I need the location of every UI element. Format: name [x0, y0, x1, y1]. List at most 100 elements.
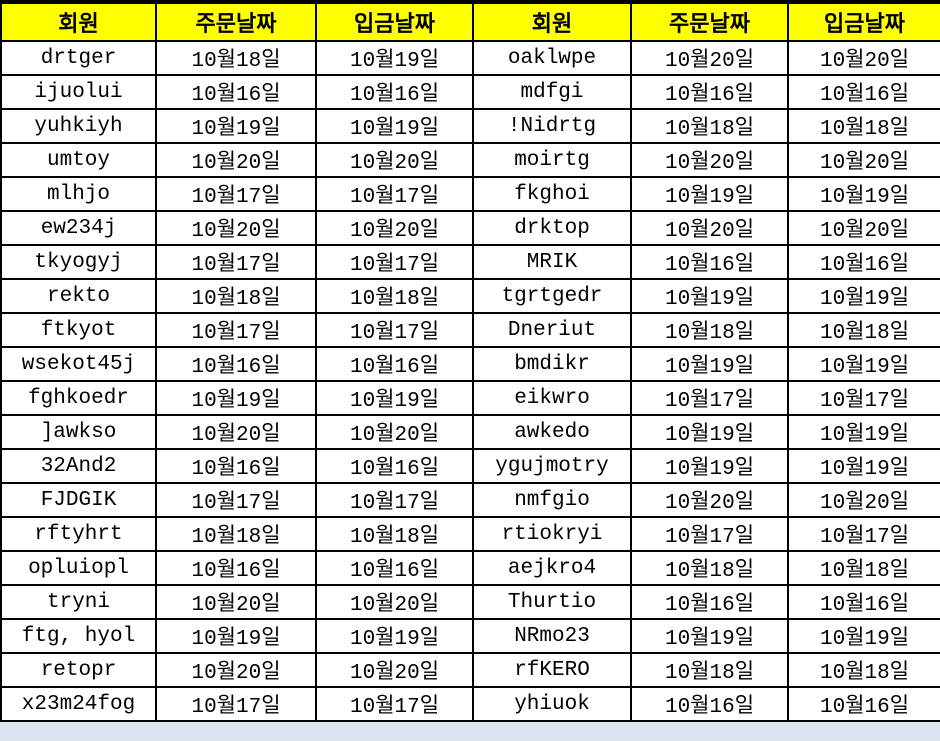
order-date-cell: 10월17일: [155, 686, 317, 722]
order-date-cell: 10월19일: [630, 448, 789, 484]
member-cell: NRmo23: [472, 618, 632, 654]
header-cell-deposit-date-left: 입금날짜: [315, 0, 474, 42]
deposit-date-cell: 10월16일: [315, 74, 474, 110]
deposit-date-cell: 10월18일: [787, 108, 940, 144]
member-cell: rftyhrt: [0, 516, 157, 552]
header-row: 회원 주문날짜 입금날짜 회원 주문날짜 입금날짜: [0, 0, 940, 42]
deposit-date-cell: 10월20일: [315, 584, 474, 620]
member-cell: tryni: [0, 584, 157, 620]
table-row: ftkyot 10월17일 10월17일 Dneriut 10월18일 10월1…: [0, 312, 940, 348]
order-date-cell: 10월18일: [630, 312, 789, 348]
member-cell: yhiuok: [472, 686, 632, 722]
deposit-date-cell: 10월19일: [315, 108, 474, 144]
order-date-cell: 10월19일: [155, 380, 317, 416]
deposit-date-cell: 10월19일: [787, 414, 940, 450]
member-cell: rtiokryi: [472, 516, 632, 552]
deposit-date-cell: 10월18일: [315, 516, 474, 552]
deposit-date-cell: 10월20일: [787, 482, 940, 518]
deposit-date-cell: 10월16일: [787, 74, 940, 110]
deposit-date-cell: 10월16일: [315, 448, 474, 484]
deposit-date-cell: 10월17일: [315, 482, 474, 518]
member-cell: 32And2: [0, 448, 157, 484]
deposit-date-cell: 10월19일: [787, 176, 940, 212]
deposit-date-cell: 10월16일: [315, 550, 474, 586]
member-cell: drktop: [472, 210, 632, 246]
table-row: 32And2 10월16일 10월16일 ygujmotry 10월19일 10…: [0, 448, 940, 484]
deposit-date-cell: 10월19일: [787, 618, 940, 654]
order-date-cell: 10월20일: [630, 210, 789, 246]
order-date-cell: 10월17일: [155, 244, 317, 280]
table-body: drtger 10월18일 10월19일 oaklwpe 10월20일 10월2…: [0, 40, 940, 722]
member-cell: tgrtgedr: [472, 278, 632, 314]
member-cell: fkghoi: [472, 176, 632, 212]
table-row: ew234j 10월20일 10월20일 drktop 10월20일 10월20…: [0, 210, 940, 246]
header-cell-member-right: 회원: [472, 0, 632, 42]
header-cell-member-left: 회원: [0, 0, 157, 42]
member-cell: tkyogyj: [0, 244, 157, 280]
order-date-cell: 10월20일: [155, 210, 317, 246]
order-date-cell: 10월17일: [630, 516, 789, 552]
order-date-cell: 10월17일: [630, 380, 789, 416]
member-cell: fghkoedr: [0, 380, 157, 416]
order-date-cell: 10월16일: [630, 74, 789, 110]
order-date-cell: 10월16일: [630, 244, 789, 280]
deposit-date-cell: 10월18일: [315, 278, 474, 314]
member-cell: yuhkiyh: [0, 108, 157, 144]
order-date-cell: 10월20일: [155, 142, 317, 178]
table-row: rftyhrt 10월18일 10월18일 rtiokryi 10월17일 10…: [0, 516, 940, 552]
table-row: wsekot45j 10월16일 10월16일 bmdikr 10월19일 10…: [0, 346, 940, 382]
deposit-date-cell: 10월16일: [787, 584, 940, 620]
table-row: opluiopl 10월16일 10월16일 aejkro4 10월18일 10…: [0, 550, 940, 586]
order-date-cell: 10월19일: [155, 108, 317, 144]
member-cell: drtger: [0, 40, 157, 76]
member-cell: retopr: [0, 652, 157, 688]
deposit-date-cell: 10월17일: [787, 380, 940, 416]
deposit-date-cell: 10월20일: [315, 210, 474, 246]
member-cell: rekto: [0, 278, 157, 314]
member-cell: ftg, hyol: [0, 618, 157, 654]
deposit-date-cell: 10월19일: [315, 380, 474, 416]
deposit-date-cell: 10월18일: [787, 312, 940, 348]
deposit-date-cell: 10월17일: [315, 686, 474, 722]
deposit-date-cell: 10월16일: [315, 346, 474, 382]
table-row: retopr 10월20일 10월20일 rfKERO 10월18일 10월18…: [0, 652, 940, 688]
deposit-date-cell: 10월20일: [787, 210, 940, 246]
order-date-cell: 10월16일: [155, 448, 317, 484]
order-date-cell: 10월18일: [630, 550, 789, 586]
order-deposit-table: 회원 주문날짜 입금날짜 회원 주문날짜 입금날짜 drtger 10월18일 …: [0, 0, 940, 722]
order-date-cell: 10월20일: [630, 40, 789, 76]
deposit-date-cell: 10월17일: [315, 244, 474, 280]
order-date-cell: 10월20일: [155, 652, 317, 688]
member-cell: oaklwpe: [472, 40, 632, 76]
order-date-cell: 10월18일: [630, 108, 789, 144]
order-date-cell: 10월19일: [630, 414, 789, 450]
deposit-date-cell: 10월20일: [787, 40, 940, 76]
order-date-cell: 10월20일: [630, 142, 789, 178]
member-cell: !Nidrtg: [472, 108, 632, 144]
member-cell: MRIK: [472, 244, 632, 280]
order-date-cell: 10월17일: [155, 176, 317, 212]
header-cell-deposit-date-right: 입금날짜: [787, 0, 940, 42]
order-date-cell: 10월18일: [630, 652, 789, 688]
member-cell: Dneriut: [472, 312, 632, 348]
order-date-cell: 10월18일: [155, 278, 317, 314]
deposit-date-cell: 10월18일: [787, 550, 940, 586]
member-cell: mdfgi: [472, 74, 632, 110]
deposit-date-cell: 10월16일: [787, 244, 940, 280]
deposit-date-cell: 10월19일: [315, 40, 474, 76]
deposit-date-cell: 10월20일: [315, 414, 474, 450]
member-cell: x23m24fog: [0, 686, 157, 722]
header-cell-order-date-right: 주문날짜: [630, 0, 789, 42]
member-cell: umtoy: [0, 142, 157, 178]
table-row: umtoy 10월20일 10월20일 moirtg 10월20일 10월20일: [0, 142, 940, 178]
table-row: ]awkso 10월20일 10월20일 awkedo 10월19일 10월19…: [0, 414, 940, 450]
deposit-date-cell: 10월17일: [787, 516, 940, 552]
member-cell: ]awkso: [0, 414, 157, 450]
deposit-date-cell: 10월19일: [787, 448, 940, 484]
deposit-date-cell: 10월20일: [315, 652, 474, 688]
table-row: mlhjo 10월17일 10월17일 fkghoi 10월19일 10월19일: [0, 176, 940, 212]
order-date-cell: 10월19일: [630, 176, 789, 212]
order-date-cell: 10월16일: [155, 74, 317, 110]
deposit-date-cell: 10월19일: [787, 346, 940, 382]
